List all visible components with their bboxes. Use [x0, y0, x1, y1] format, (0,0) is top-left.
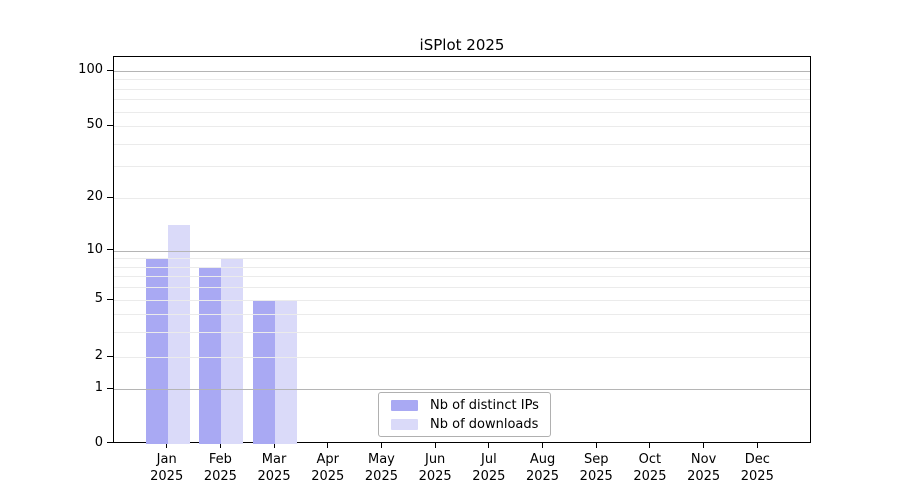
- x-tick-month: Mar: [261, 452, 287, 467]
- grid-line-minor-7: [114, 276, 810, 278]
- x-tick-mark-oct: [649, 443, 651, 448]
- x-tick-mark-feb: [219, 443, 221, 448]
- grid-line-minor-20: [114, 198, 810, 199]
- grid-line-minor-2: [114, 357, 810, 358]
- x-tick-mark-aug: [542, 443, 544, 448]
- y-tick-label-20: 20: [86, 189, 103, 204]
- x-tick-label-oct: Oct 2025: [622, 451, 678, 485]
- y-tick-label-10: 10: [86, 241, 103, 257]
- x-tick-month: Apr: [316, 452, 340, 467]
- x-tick-mark-apr: [327, 443, 329, 448]
- y-tick-label-5: 5: [94, 291, 103, 307]
- grid-line-minor-70: [114, 99, 810, 101]
- legend-label-downloads: Nb of downloads: [430, 416, 539, 432]
- grid-line-minor-60: [114, 111, 810, 113]
- y-tick-label-2: 2: [94, 348, 103, 363]
- x-tick-month: Sep: [583, 452, 609, 467]
- x-tick-year: 2025: [525, 469, 560, 484]
- x-tick-label-jan: Jan 2025: [139, 451, 195, 485]
- x-tick-month: May: [368, 452, 395, 467]
- legend-item-downloads: Nb of downloads: [387, 417, 542, 432]
- y-tick-label-1: 1: [94, 380, 103, 395]
- y-tick-mark-50: [107, 124, 113, 126]
- x-tick-year: 2025: [472, 469, 506, 484]
- bar-nb-of-downloads-feb: [221, 258, 244, 444]
- x-tick-month: Jul: [481, 452, 497, 467]
- grid-line-minor-80: [114, 88, 810, 90]
- x-tick-month: Aug: [529, 452, 556, 467]
- x-tick-label-dec: Dec 2025: [729, 451, 785, 485]
- bar-nb-of-distinct-ips-feb: [199, 266, 222, 444]
- chart-title: iSPlot 2025: [419, 36, 505, 54]
- bar-nb-of-downloads-mar: [275, 300, 298, 444]
- legend-swatch-distinct-ips: [391, 399, 418, 411]
- grid-line-major-1: [114, 389, 810, 390]
- legend: Nb of distinct IPs Nb of downloads: [378, 392, 551, 437]
- grid-line-minor-5: [114, 300, 810, 302]
- grid-line-minor-90: [114, 79, 810, 81]
- x-tick-month: Nov: [690, 452, 717, 467]
- x-tick-label-apr: Apr 2025: [300, 451, 356, 485]
- x-tick-label-may: May 2025: [353, 451, 409, 485]
- grid-line-minor-8: [114, 266, 810, 268]
- legend-swatch-downloads: [391, 418, 418, 430]
- grid-line-minor-50: [114, 126, 810, 127]
- legend-item-distinct-ips: Nb of distinct IPs: [387, 398, 542, 413]
- grid-line-minor-30: [114, 166, 810, 168]
- x-tick-mark-jun: [434, 443, 436, 448]
- grid-line-minor-4: [114, 314, 810, 316]
- x-tick-month: Dec: [744, 452, 770, 467]
- y-tick-mark-10: [107, 249, 113, 250]
- x-tick-label-jul: Jul 2025: [461, 451, 517, 485]
- grid-line-major-10: [114, 250, 810, 252]
- x-tick-mark-jul: [488, 443, 490, 448]
- x-tick-mark-mar: [273, 443, 275, 448]
- x-tick-label-jun: Jun 2025: [407, 451, 463, 485]
- x-tick-month: Oct: [638, 452, 662, 467]
- y-tick-mark-2: [107, 355, 113, 357]
- x-tick-year: 2025: [740, 469, 774, 484]
- grid-line-minor-9: [114, 258, 810, 260]
- x-tick-mark-jan: [166, 443, 168, 448]
- x-tick-mark-may: [380, 443, 382, 448]
- y-tick-mark-20: [107, 196, 113, 198]
- x-tick-year: 2025: [257, 469, 291, 484]
- y-tick-mark-5: [107, 298, 113, 300]
- x-tick-mark-nov: [703, 443, 705, 448]
- x-tick-label-feb: Feb 2025: [192, 451, 248, 485]
- x-tick-label-nov: Nov 2025: [676, 451, 732, 485]
- x-tick-year: 2025: [633, 469, 667, 484]
- y-tick-mark-100: [107, 69, 113, 71]
- x-tick-year: 2025: [203, 469, 237, 484]
- x-tick-year: 2025: [150, 469, 184, 484]
- y-tick-label-50: 50: [86, 117, 103, 132]
- y-tick-mark-1: [107, 387, 113, 389]
- x-tick-label-sep: Sep 2025: [568, 451, 624, 485]
- x-tick-month: Jan: [156, 452, 177, 467]
- y-tick-label-0: 0: [94, 434, 103, 450]
- x-tick-mark-sep: [595, 443, 597, 448]
- y-tick-mark-0: [107, 442, 113, 444]
- x-tick-month: Jun: [424, 452, 446, 467]
- legend-label-distinct-ips: Nb of distinct IPs: [430, 397, 539, 413]
- x-tick-year: 2025: [364, 469, 398, 484]
- x-tick-mark-dec: [756, 443, 758, 448]
- x-tick-year: 2025: [687, 469, 721, 484]
- x-tick-label-mar: Mar 2025: [246, 451, 302, 485]
- x-tick-label-aug: Aug 2025: [515, 451, 571, 485]
- plot-area: [113, 56, 811, 444]
- x-tick-year: 2025: [418, 469, 452, 484]
- bar-nb-of-distinct-ips-jan: [145, 258, 168, 444]
- bar-nb-of-distinct-ips-mar: [253, 300, 276, 444]
- grid-line-minor-3: [114, 331, 810, 333]
- grid-line-major-100: [114, 71, 810, 72]
- grid-line-minor-40: [114, 143, 810, 145]
- y-tick-label-100: 100: [78, 62, 103, 77]
- grid-line-minor-6: [114, 287, 810, 289]
- x-tick-month: Feb: [208, 452, 232, 467]
- x-tick-year: 2025: [311, 469, 345, 484]
- x-tick-year: 2025: [579, 469, 613, 484]
